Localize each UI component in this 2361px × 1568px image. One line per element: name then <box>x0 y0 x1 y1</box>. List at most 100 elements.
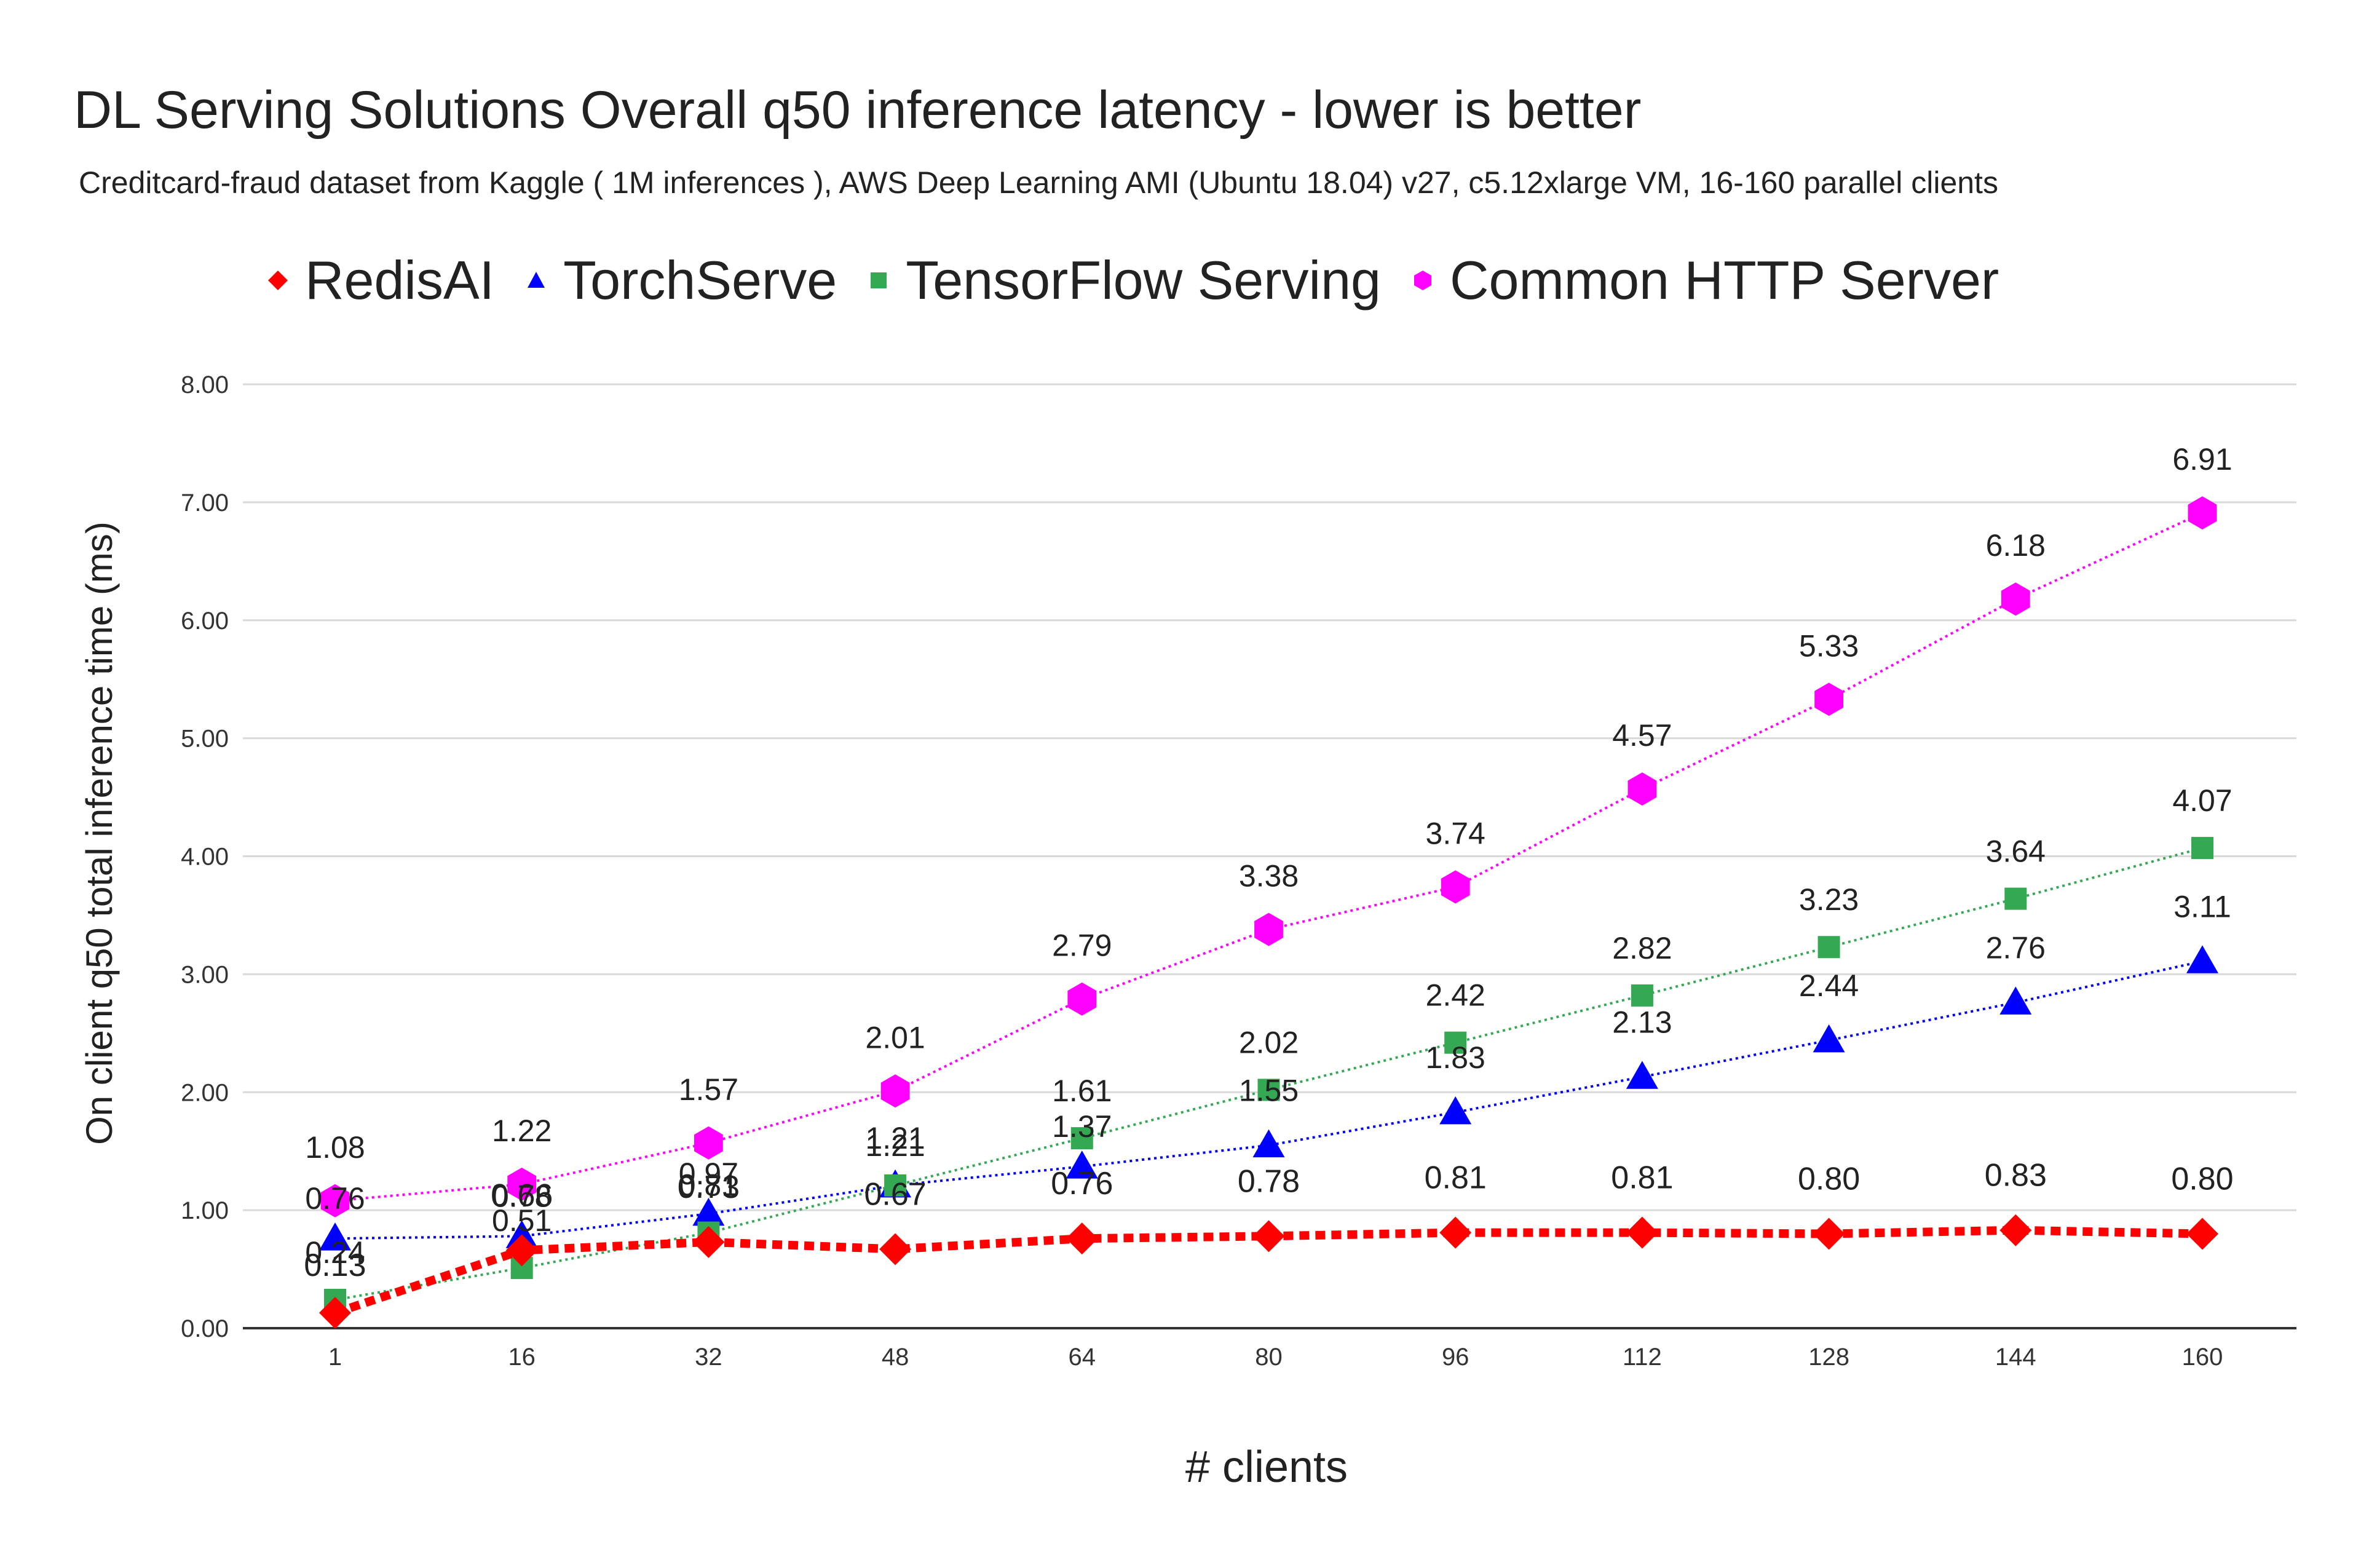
x-tick-label: 96 <box>1442 1344 1469 1371</box>
data-point-diamond <box>505 1234 538 1267</box>
data-point-diamond <box>1999 1214 2032 1246</box>
data-label: 0.80 <box>1798 1162 1860 1197</box>
legend-item-torchserve[interactable]: TorchServe <box>523 249 837 312</box>
data-point-square <box>2004 887 2027 910</box>
data-label: 0.76 <box>1051 1166 1113 1202</box>
y-tick-label: 7.00 <box>181 489 229 517</box>
data-point-square <box>1070 1127 1093 1150</box>
data-label: 0.97 <box>679 1157 738 1191</box>
data-label: 1.21 <box>865 1128 925 1163</box>
data-point-diamond <box>692 1225 725 1258</box>
data-label: 1.55 <box>1239 1074 1299 1108</box>
data-label: 2.42 <box>1426 978 1485 1013</box>
data-point-hexagon <box>2188 496 2217 530</box>
legend-item-tensorflow-serving[interactable]: TensorFlow Serving <box>865 249 1381 312</box>
data-label: 0.13 <box>304 1248 366 1283</box>
legend: RedisAI TorchServe TensorFlow Serving Co… <box>264 249 2027 312</box>
data-label: 0.67 <box>864 1176 926 1212</box>
data-label: 6.18 <box>1986 528 2046 563</box>
data-label: 1.21 <box>865 1121 925 1155</box>
data-point-triangle <box>505 1220 538 1248</box>
data-point-triangle <box>2186 945 2218 973</box>
data-label: 0.73 <box>678 1170 740 1205</box>
hexagon-icon <box>1414 271 1431 290</box>
data-label: 0.80 <box>2171 1162 2233 1197</box>
x-tick-label: 80 <box>1255 1344 1283 1371</box>
data-point-hexagon <box>1067 982 1097 1016</box>
data-label: 0.66 <box>491 1178 553 1213</box>
x-tick-label: 112 <box>1623 1344 1662 1371</box>
data-label: 4.07 <box>2172 783 2232 818</box>
x-tick-label: 128 <box>1808 1344 1849 1371</box>
data-point-square <box>1817 936 1840 959</box>
data-point-hexagon <box>1627 772 1657 806</box>
data-point-diamond <box>1252 1220 1285 1253</box>
data-point-square <box>1631 984 1653 1007</box>
data-label: 2.01 <box>865 1020 925 1055</box>
y-axis-title: On client q50 total inference time (ms) <box>79 521 120 1145</box>
data-label: 1.37 <box>1052 1109 1112 1144</box>
data-point-hexagon <box>507 1167 537 1201</box>
y-tick-label: 3.00 <box>181 961 229 988</box>
data-label: 2.13 <box>1612 1005 1672 1039</box>
data-label: 6.91 <box>2172 442 2232 477</box>
data-label: 0.81 <box>679 1168 738 1203</box>
data-label: 3.23 <box>1799 882 1859 917</box>
series-line-tensorflow-serving <box>334 847 2203 1301</box>
axes: 0.00 1.00 2.00 3.00 4.00 5.00 6.00 7.00 8.00 1 16 3… <box>181 371 2296 1371</box>
data-point-square <box>1257 1079 1280 1101</box>
data-label: 2.44 <box>1799 968 1859 1003</box>
y-tick-label: 5.00 <box>181 726 229 753</box>
y-tick-label: 2.00 <box>181 1079 229 1106</box>
x-tick-label: 144 <box>1995 1344 2036 1371</box>
data-label: 1.83 <box>1426 1040 1485 1075</box>
data-point-diamond <box>1813 1218 1845 1250</box>
data-point-square <box>884 1174 907 1197</box>
data-point-hexagon <box>2001 582 2030 616</box>
data-label: 3.38 <box>1239 858 1299 893</box>
data-label: 0.51 <box>492 1203 552 1238</box>
data-point-triangle <box>692 1197 725 1226</box>
legend-label-common-http-server: Common HTTP Server <box>1449 250 1999 311</box>
data-point-diamond <box>879 1233 912 1265</box>
data-point-hexagon <box>880 1074 910 1108</box>
y-tick-label: 6.00 <box>181 608 229 635</box>
data-point-diamond <box>1626 1216 1658 1249</box>
legend-item-redisai[interactable]: RedisAI <box>264 249 494 312</box>
legend-item-common-http-server[interactable]: Common HTTP Server <box>1409 249 1999 312</box>
data-label: 1.22 <box>492 1114 552 1148</box>
data-point-diamond <box>2186 1218 2218 1250</box>
y-tick-label: 0.00 <box>181 1315 229 1342</box>
data-point-triangle <box>1252 1129 1285 1158</box>
triangle-icon <box>528 272 545 288</box>
data-point-diamond <box>1066 1222 1098 1255</box>
x-tick-label: 16 <box>508 1344 536 1371</box>
data-label: 2.82 <box>1612 931 1672 965</box>
diamond-icon <box>268 271 288 290</box>
data-label: 0.83 <box>1985 1158 2047 1194</box>
data-label: 2.76 <box>1986 930 2046 965</box>
data-label: 0.81 <box>1611 1160 1673 1196</box>
data-point-triangle <box>1813 1024 1845 1053</box>
data-point-hexagon <box>1254 913 1283 946</box>
data-point-diamond <box>319 1297 351 1329</box>
data-label: 2.02 <box>1239 1025 1299 1059</box>
y-tick-label: 1.00 <box>181 1197 229 1224</box>
data-label: 3.74 <box>1426 816 1485 850</box>
data-label: 5.33 <box>1799 628 1859 663</box>
chart-subtitle: Creditcard-fraud dataset from Kaggle ( 1… <box>79 165 1998 200</box>
x-tick-label: 160 <box>2182 1344 2223 1371</box>
data-label: 1.08 <box>305 1130 365 1165</box>
data-point-square <box>2191 837 2213 860</box>
data-label: 0.78 <box>492 1179 552 1213</box>
y-tick-label: 4.00 <box>181 844 229 871</box>
data-label: 1.57 <box>679 1072 738 1107</box>
legend-label-redisai: RedisAI <box>305 250 495 311</box>
y-tick-label: 8.00 <box>181 371 229 398</box>
series <box>319 496 2218 1329</box>
data-point-triangle <box>1066 1150 1098 1179</box>
data-label: 1.61 <box>1052 1074 1112 1108</box>
data-label: 3.11 <box>2173 889 2231 924</box>
data-point-triangle <box>319 1222 351 1251</box>
data-point-triangle <box>1439 1096 1472 1125</box>
